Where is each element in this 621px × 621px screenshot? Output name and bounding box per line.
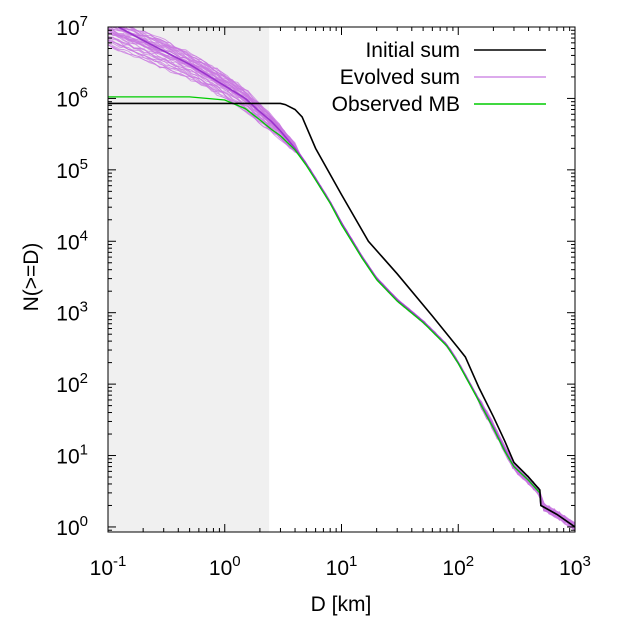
y-tick-label-exponent: 7 xyxy=(80,13,88,30)
y-tick-label-exponent: 1 xyxy=(80,442,88,459)
y-tick-label: 104 xyxy=(56,227,88,254)
shaded-region xyxy=(108,27,270,532)
observed-mb-line xyxy=(108,96,575,528)
x-tick-label-exponent: -1 xyxy=(113,553,126,570)
y-tick-label-exponent: 0 xyxy=(80,513,88,530)
y-tick-label: 107 xyxy=(56,13,88,40)
y-tick-label: 101 xyxy=(56,442,88,469)
y-tick-label-exponent: 6 xyxy=(80,84,88,101)
x-tick-label-exponent: 1 xyxy=(349,553,357,570)
y-tick-label: 106 xyxy=(56,84,88,111)
x-axis-title: D [km] xyxy=(311,593,372,616)
y-tick-label-exponent: 4 xyxy=(80,227,88,244)
legend: Initial sum Evolved sum Observed MB xyxy=(332,39,546,116)
x-tick-label-exponent: 0 xyxy=(232,553,240,570)
x-tick-label: 100 xyxy=(209,553,241,580)
y-tick-label-base: 10 xyxy=(56,374,79,397)
y-tick-label: 102 xyxy=(56,370,88,397)
x-tick-label-exponent: 2 xyxy=(466,553,474,570)
legend-label: Initial sum xyxy=(365,39,460,62)
x-tick-label: 102 xyxy=(442,553,474,580)
y-tick-label: 105 xyxy=(56,156,88,183)
y-tick-label-exponent: 3 xyxy=(80,299,88,316)
x-tick-label-exponent: 3 xyxy=(583,553,591,570)
initial-series-layer xyxy=(108,102,575,528)
y-tick-label-exponent: 2 xyxy=(80,370,88,387)
y-tick-label: 100 xyxy=(56,513,88,540)
x-tick-label-base: 10 xyxy=(326,557,349,580)
x-tick-label-base: 10 xyxy=(209,557,232,580)
y-tick-label-base: 10 xyxy=(56,160,79,183)
y-tick-label: 103 xyxy=(56,299,88,326)
legend-label: Evolved sum xyxy=(340,66,460,89)
x-tick-label: 101 xyxy=(326,553,358,580)
x-tick-label-base: 10 xyxy=(442,557,465,580)
y-tick-label-base: 10 xyxy=(56,303,79,326)
shaded-region-layer xyxy=(108,27,270,532)
observed-series-layer xyxy=(108,96,575,528)
y-tick-label-base: 10 xyxy=(56,517,79,540)
x-tick-label-base: 10 xyxy=(90,557,113,580)
legend-label: Observed MB xyxy=(332,93,460,116)
y-tick-label-base: 10 xyxy=(56,231,79,254)
y-axis-title: N(>=D) xyxy=(20,243,43,312)
y-tick-label-base: 10 xyxy=(56,88,79,111)
y-tick-label-base: 10 xyxy=(56,17,79,40)
y-tick-label-base: 10 xyxy=(56,446,79,469)
x-tick-label: 103 xyxy=(559,553,591,580)
initial-sum-line xyxy=(108,102,575,528)
x-tick-label: 10-1 xyxy=(90,553,127,580)
x-tick-label-base: 10 xyxy=(559,557,582,580)
y-tick-label-exponent: 5 xyxy=(80,156,88,173)
